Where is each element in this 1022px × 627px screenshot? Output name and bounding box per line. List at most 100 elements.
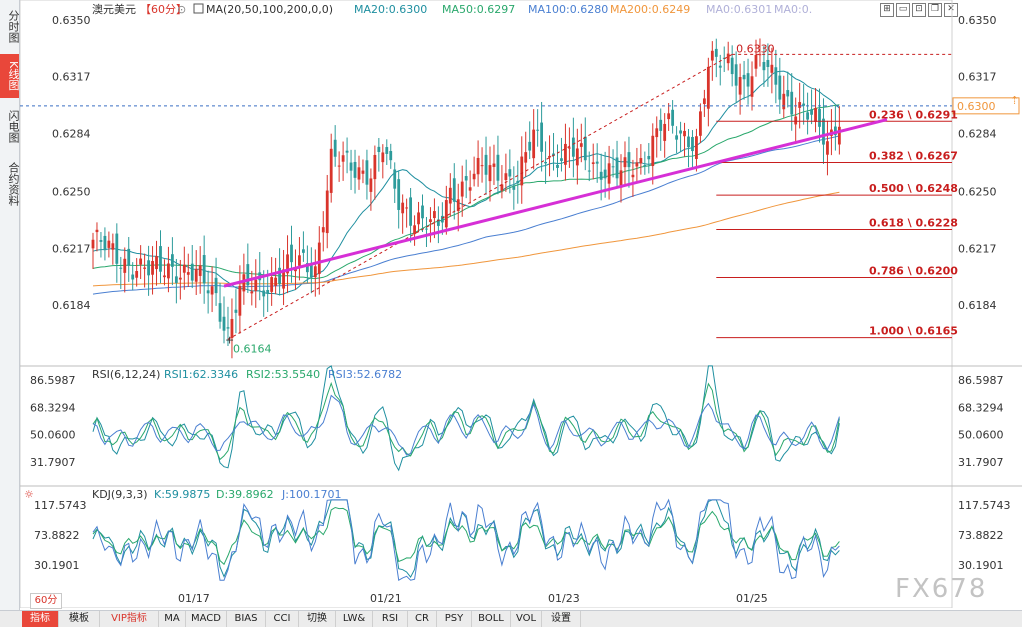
tab-vol[interactable]: VOL xyxy=(511,611,542,627)
candle-body xyxy=(699,111,702,136)
window-icon[interactable]: ▭ xyxy=(896,3,910,17)
candle-body xyxy=(246,264,250,286)
indicator-icon[interactable] xyxy=(193,3,204,14)
candle-body xyxy=(544,161,547,164)
candle-body xyxy=(575,148,579,166)
candle-body xyxy=(286,254,289,274)
kdj-k-value: K:59.9875 xyxy=(154,488,210,501)
candle-body xyxy=(317,242,321,275)
candle-body xyxy=(345,150,349,153)
rsi1-value: RSI1:62.3346 xyxy=(164,368,238,381)
candle-body xyxy=(591,162,595,164)
candle-body xyxy=(369,178,373,192)
candle-body xyxy=(822,118,825,145)
candle-body xyxy=(675,135,678,140)
candle-body xyxy=(131,274,135,280)
candle-body xyxy=(492,163,496,167)
tab-kline[interactable]: K线图 xyxy=(0,54,20,98)
ma20-value: MA20:0.6300 xyxy=(354,3,427,16)
candle-body xyxy=(691,136,694,152)
candle-body xyxy=(448,187,452,204)
price-tick-label: 0.6250 xyxy=(958,186,997,199)
candle-body xyxy=(671,109,675,126)
kdj-line-k xyxy=(92,499,840,579)
tab-indicator[interactable]: 指标 xyxy=(22,611,59,627)
maximize-icon[interactable]: ⊡ xyxy=(912,3,926,17)
candle-body xyxy=(313,266,317,278)
tab-lw[interactable]: LW& xyxy=(336,611,373,627)
date-label-0121: 01/21 xyxy=(370,592,402,605)
candle-body xyxy=(413,225,416,235)
fib-level-label: 0.382 \ 0.6267 xyxy=(869,150,958,163)
grid-icon[interactable]: ⊞ xyxy=(880,3,894,17)
tab-cci[interactable]: CCI xyxy=(266,611,299,627)
candle-body xyxy=(778,75,782,100)
tab-switch[interactable]: 切换 xyxy=(299,611,336,627)
candle-body xyxy=(568,147,571,149)
price-tick-label: 0.6284 xyxy=(958,127,997,140)
restore-icon[interactable]: ❐ xyxy=(928,3,942,17)
tab-vip-indicator[interactable]: VIP指标 xyxy=(100,611,159,627)
candle-body xyxy=(357,167,361,180)
candle-body xyxy=(774,67,778,85)
rsi-tick-label-left: 50.0600 xyxy=(30,429,76,442)
kdj-plot xyxy=(92,498,840,581)
candle-body xyxy=(95,229,99,233)
candle-body xyxy=(182,264,186,273)
tab-ma[interactable]: MA xyxy=(159,611,186,627)
candle-body xyxy=(436,219,440,226)
rsi-line-1 xyxy=(92,365,840,472)
tab-settings[interactable]: 设置 xyxy=(542,611,581,627)
candle-body xyxy=(298,255,301,266)
tab-bias[interactable]: BIAS xyxy=(227,611,266,627)
trendline xyxy=(223,118,888,288)
candle-body xyxy=(417,212,420,225)
candle-body xyxy=(254,279,258,291)
tab-template[interactable]: 模板 xyxy=(59,611,100,627)
candle-body xyxy=(381,152,385,163)
kdj-tick-label: 117.5743 xyxy=(958,499,1011,512)
candle-body xyxy=(663,123,667,141)
symbol-title: 澳元美元 xyxy=(92,3,136,16)
candle-body xyxy=(595,161,599,164)
candle-body xyxy=(480,165,484,167)
candle-body xyxy=(651,135,655,167)
sun-icon[interactable]: ☼ xyxy=(24,488,34,501)
tab-flash[interactable]: 闪电图 xyxy=(7,109,20,143)
fib-level-label: 0.236 \ 0.6291 xyxy=(869,108,958,121)
candle-body xyxy=(488,165,492,182)
tab-cr[interactable]: CR xyxy=(408,611,437,627)
tab-psy[interactable]: PSY xyxy=(437,611,472,627)
candle-body xyxy=(706,66,710,109)
candle-body xyxy=(794,116,798,125)
tab-contract-info[interactable]: 合约资料 xyxy=(7,162,20,206)
tab-macd[interactable]: MACD xyxy=(186,611,227,627)
period-selector[interactable]: 60分 ▴ xyxy=(30,593,62,620)
candle-body xyxy=(155,256,158,270)
close-icon[interactable]: ✕ xyxy=(944,3,958,17)
ma200-value: MA200:0.6249 xyxy=(610,3,690,16)
tab-boll[interactable]: BOLL xyxy=(472,611,511,627)
candle-body xyxy=(135,270,139,278)
candle-body xyxy=(393,169,397,189)
candle-body xyxy=(115,233,119,264)
ma20-line xyxy=(92,70,840,296)
candle-body xyxy=(274,277,278,286)
tab-rsi[interactable]: RSI xyxy=(373,611,408,627)
tab-timeshare[interactable]: 分时图 xyxy=(7,9,20,43)
candle-body xyxy=(687,136,690,148)
rsi-tick-label: 31.7907 xyxy=(958,456,1004,469)
sidebar: 分时图 K线图 闪电图 合约资料 xyxy=(0,0,20,610)
rsi-tick-label: 50.0600 xyxy=(958,429,1004,442)
settings-icon[interactable]: ⊙ xyxy=(177,3,186,16)
candle-body xyxy=(397,179,401,210)
candle-body xyxy=(718,65,722,68)
candle-body xyxy=(460,181,464,197)
candle-body xyxy=(659,119,663,131)
candle-body xyxy=(603,169,607,179)
rsi3-value: RSI3:52.6782 xyxy=(328,368,402,381)
candle-body xyxy=(365,160,369,185)
candle-body xyxy=(302,249,305,253)
candle-body xyxy=(579,143,583,147)
candle-body xyxy=(726,53,730,64)
